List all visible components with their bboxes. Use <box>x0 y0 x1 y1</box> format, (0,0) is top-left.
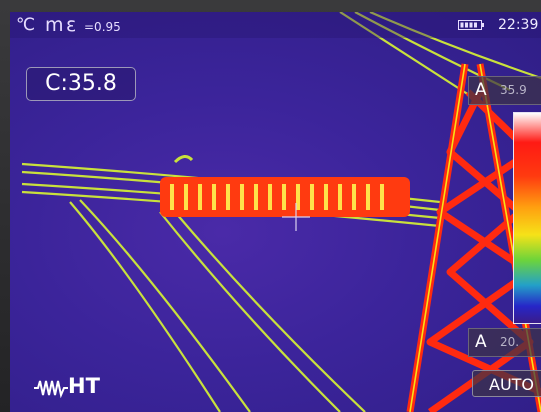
ht-logo: HT <box>34 374 120 402</box>
clock-time: 22:39 <box>498 17 539 33</box>
battery-icon <box>458 20 484 30</box>
center-crosshair <box>282 203 310 231</box>
emissivity-symbol[interactable]: ε <box>66 14 77 36</box>
range-min-value: 20. <box>500 335 520 349</box>
thermal-screen: ℃ m ε =0.95 22:39 C:35.8 A 35.9 A 20. AU… <box>10 12 541 412</box>
color-palette-scale <box>513 112 541 324</box>
spot-max-value: 35.9 <box>500 83 527 97</box>
range-panel[interactable]: A 20. <box>468 328 541 357</box>
range-label: A <box>475 332 487 352</box>
spot-label: A <box>475 80 487 100</box>
spot-temperature-panel[interactable]: A 35.9 <box>468 76 541 105</box>
auto-range-button[interactable]: AUTO <box>472 370 541 397</box>
emissivity-value[interactable]: =0.95 <box>84 20 121 34</box>
brand-text: HT <box>68 374 100 398</box>
status-bar: ℃ m ε =0.95 22:39 <box>10 12 541 38</box>
center-temperature-readout: C:35.8 <box>26 67 136 101</box>
temperature-unit[interactable]: ℃ <box>16 15 36 35</box>
measurement-mode[interactable]: m <box>45 14 64 36</box>
waveform-icon <box>34 380 68 398</box>
